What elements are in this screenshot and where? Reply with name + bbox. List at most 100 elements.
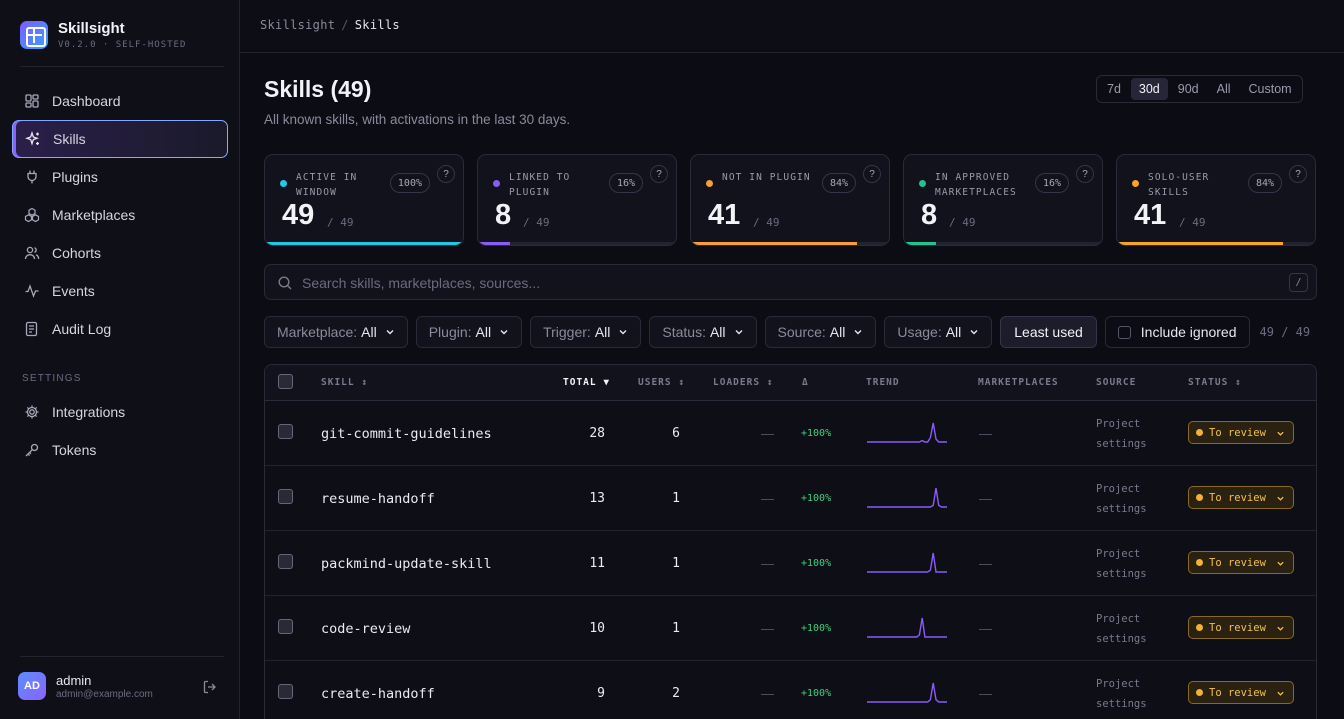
search-icon	[277, 275, 293, 291]
col-total[interactable]: TOTAL ▼	[563, 377, 611, 388]
source-line: settings	[1096, 633, 1147, 645]
chevron-down-icon	[619, 330, 627, 335]
stat-card-linked: LINKED TO PLUGIN 16% ? 8 / 49	[477, 154, 677, 246]
sidebar-item-events[interactable]: Events	[12, 272, 228, 310]
least-used-button[interactable]: Least used	[1000, 316, 1097, 348]
sidebar-item-label: Events	[52, 283, 95, 299]
source-line: Project	[1096, 613, 1141, 625]
filter-plugin[interactable]: Plugin: All	[415, 316, 523, 348]
row-checkbox[interactable]	[278, 554, 293, 569]
user-profile[interactable]: AD admin admin@example.com	[18, 672, 153, 700]
chevron-down-icon	[386, 330, 394, 335]
col-status[interactable]: STATUS ↕	[1188, 377, 1242, 388]
range-all[interactable]: All	[1216, 82, 1231, 96]
row-checkbox[interactable]	[278, 424, 293, 439]
help-icon[interactable]: ?	[1076, 165, 1094, 183]
filter-usage[interactable]: Usage: All	[884, 316, 993, 348]
sidebar-item-audit-log[interactable]: Audit Log	[12, 310, 228, 348]
source-line: Project	[1096, 483, 1141, 495]
row-checkbox[interactable]	[278, 489, 293, 504]
table-row[interactable]: packmind-update-skill 11 1— +100% — Project se…	[265, 531, 1316, 596]
app-version: V0.2.0 · SELF-HOSTED	[58, 40, 187, 50]
sparkles-icon	[25, 131, 41, 147]
help-icon[interactable]: ?	[437, 165, 455, 183]
brand[interactable]: Skillsight V0.2.0 · SELF-HOSTED	[20, 20, 186, 50]
table-row[interactable]: code-review 10 1 — +100% — Project settings To r…	[265, 596, 1316, 661]
sidebar-item-marketplaces[interactable]: Marketplaces	[12, 196, 228, 234]
sidebar-item-tokens[interactable]: Tokens	[12, 431, 228, 469]
status-label: To review	[1209, 426, 1266, 439]
filter-marketplace[interactable]: Marketplace: All	[264, 316, 408, 348]
filter-status[interactable]: Status: All	[649, 316, 757, 348]
table-row[interactable]: resume-handoff 13 1 — +100% — Project settings T…	[265, 466, 1316, 531]
status-dropdown[interactable]: To review	[1188, 681, 1294, 704]
col-loaders[interactable]: LOADERS ↕	[713, 377, 774, 388]
stat-total: / 49	[753, 216, 780, 229]
table-row[interactable]: create-handoff 9 2 — +100% — Project settings To…	[265, 661, 1316, 719]
table-row[interactable]: git-commit-guidelines 28 6 — +100% — Project se…	[265, 401, 1316, 466]
sidebar-item-dashboard[interactable]: Dashboard	[12, 82, 228, 120]
file-list-icon	[24, 321, 40, 337]
stat-total: / 49	[949, 216, 976, 229]
plug-icon	[24, 169, 40, 185]
range-30d[interactable]: 30d	[1130, 78, 1168, 100]
status-dropdown[interactable]: To review	[1188, 551, 1294, 574]
skill-name[interactable]: git-commit-guidelines	[321, 426, 492, 442]
include-ignored-toggle[interactable]: Include ignored	[1104, 316, 1250, 348]
filter-trigger[interactable]: Trigger: All	[530, 316, 642, 348]
chevron-down-icon	[735, 330, 743, 335]
filter-label: Plugin:	[428, 324, 472, 340]
range-90d[interactable]: 90d	[1177, 82, 1199, 96]
source-line: Project	[1096, 548, 1141, 560]
status-dot	[1196, 689, 1203, 696]
status-dot	[1196, 624, 1203, 631]
sidebar-item-integrations[interactable]: Integrations	[12, 393, 228, 431]
stat-total: / 49	[327, 216, 354, 229]
sidebar-item-label: Dashboard	[52, 93, 121, 109]
status-dropdown[interactable]: To review	[1188, 486, 1294, 509]
filter-label: Trigger:	[543, 324, 591, 340]
sidebar-item-plugins[interactable]: Plugins	[12, 158, 228, 196]
delta-value: +100%	[801, 558, 832, 569]
chevron-down-icon	[970, 330, 978, 335]
status-dot	[706, 180, 713, 187]
help-icon[interactable]: ?	[1289, 165, 1307, 183]
search-input[interactable]: Search skills, marketplaces, sources... …	[264, 264, 1317, 300]
stat-card-not-in-plugin: NOT IN PLUGIN 84% ? 41 / 49	[690, 154, 890, 246]
select-all-checkbox[interactable]	[278, 374, 293, 389]
filter-value: All	[475, 324, 492, 340]
users-count: 1	[672, 621, 680, 636]
delta-value: +100%	[801, 493, 832, 504]
include-ignored-checkbox[interactable]	[1117, 325, 1131, 339]
skill-name[interactable]: resume-handoff	[321, 491, 435, 507]
main-nav: Dashboard Skills Plugins Marketplaces Co…	[12, 82, 228, 348]
sidebar-item-skills[interactable]: Skills	[12, 120, 228, 158]
skill-name[interactable]: create-handoff	[321, 686, 435, 702]
col-skill[interactable]: SKILL ↕	[321, 377, 369, 388]
breadcrumb: Skillsight / Skills	[260, 18, 400, 32]
users-count: 1	[672, 491, 680, 506]
row-checkbox[interactable]	[278, 684, 293, 699]
users-count: 1	[672, 556, 680, 571]
chevron-down-icon	[1277, 691, 1284, 696]
sidebar-item-cohorts[interactable]: Cohorts	[12, 234, 228, 272]
range-7d[interactable]: 7d	[1107, 82, 1121, 96]
stat-percent: 16%	[1034, 173, 1069, 193]
logout-icon[interactable]	[202, 679, 218, 695]
row-checkbox[interactable]	[278, 619, 293, 634]
delta-value: +100%	[801, 623, 832, 634]
col-users[interactable]: USERS ↕	[638, 377, 686, 388]
help-icon[interactable]: ?	[650, 165, 668, 183]
breadcrumb-root[interactable]: Skillsight	[260, 18, 336, 32]
filter-bar: Marketplace: All Plugin: All Trigger: All S…	[264, 316, 1310, 348]
col-trend: TREND	[866, 377, 900, 388]
status-dropdown[interactable]: To review	[1188, 421, 1294, 444]
filter-source[interactable]: Source: All	[764, 316, 877, 348]
skill-name[interactable]: code-review	[321, 621, 411, 637]
range-custom[interactable]: Custom	[1248, 82, 1292, 96]
filter-label: Marketplace:	[277, 324, 358, 340]
skill-name[interactable]: packmind-update-skill	[321, 556, 492, 572]
marketplaces-value: —	[979, 686, 992, 701]
help-icon[interactable]: ?	[863, 165, 881, 183]
status-dropdown[interactable]: To review	[1188, 616, 1294, 639]
